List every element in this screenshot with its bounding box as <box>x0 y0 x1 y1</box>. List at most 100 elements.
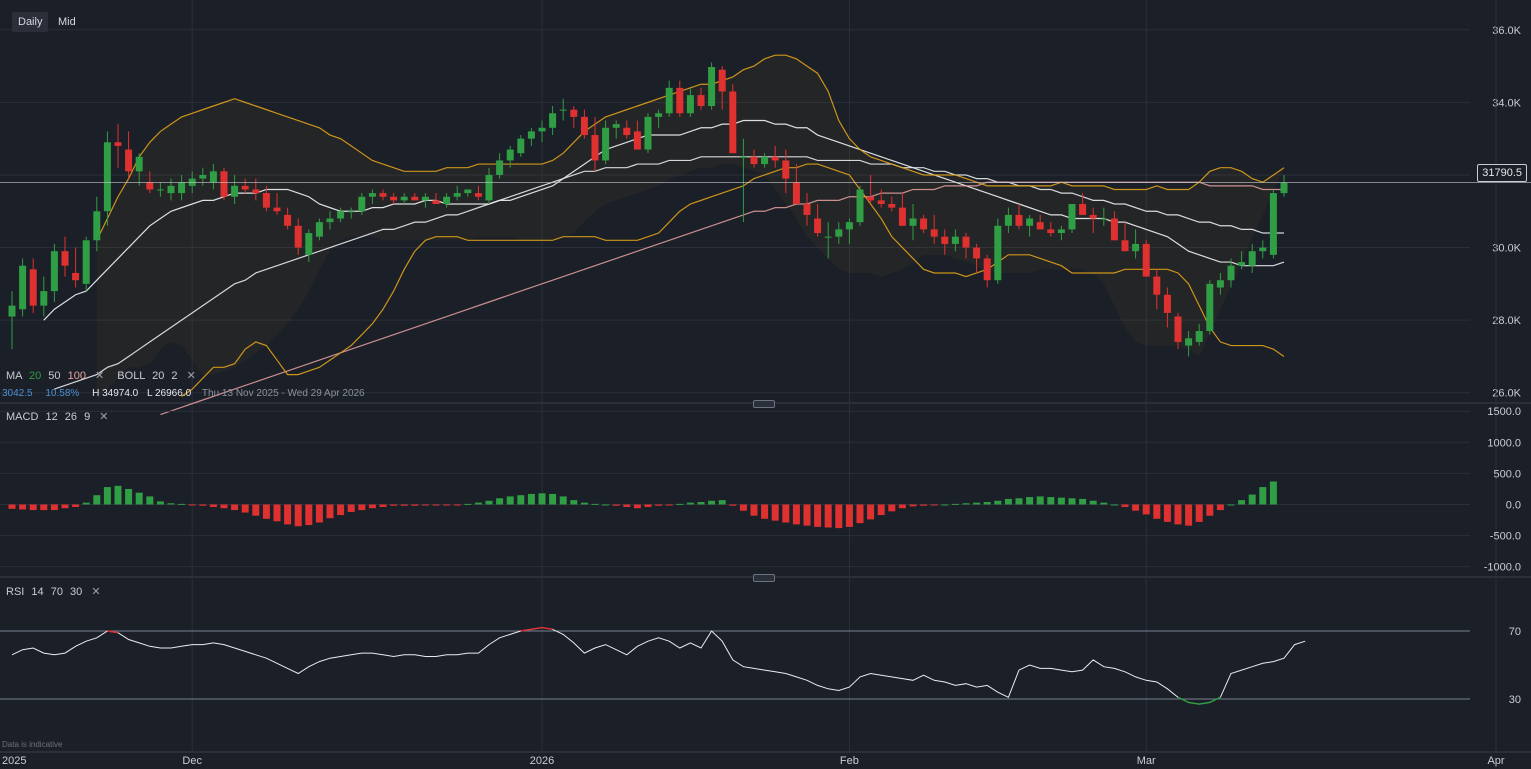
candle-up <box>845 222 853 230</box>
macd-hist-down <box>867 504 875 520</box>
time-tick-label: 2026 <box>530 755 554 767</box>
macd-hist-up <box>103 487 111 505</box>
macd-hist-down <box>337 504 345 516</box>
time-tick-label: Mar <box>1137 755 1156 767</box>
macd-hist-down <box>1216 504 1224 511</box>
macd-hist-down <box>252 504 260 516</box>
candle-up <box>951 236 959 244</box>
candle-up <box>739 156 747 158</box>
ma-label: MA <box>6 370 22 382</box>
boll-dev: 2 <box>171 370 178 382</box>
macd-hist-up <box>538 493 546 505</box>
macd-hist-up <box>156 501 164 505</box>
candle-down <box>983 258 991 281</box>
candle-down <box>1153 276 1161 295</box>
macd-hist-up <box>697 502 705 505</box>
macd-hist-down <box>644 504 652 507</box>
macd-hist-down <box>612 504 620 506</box>
macd-legend: MACD 12 26 9 ✕ <box>6 410 108 423</box>
rsi-label: RSI <box>6 586 25 598</box>
macd-hist-down <box>1121 504 1129 507</box>
macd-hist-up <box>951 503 959 505</box>
stat-change: 3042.5 <box>2 388 33 399</box>
candle-down <box>294 225 302 248</box>
rsi-oversold-segment <box>1209 696 1221 704</box>
rsi-overbought-segment <box>531 626 543 630</box>
candle-up <box>1206 283 1214 332</box>
candle-down <box>390 196 398 201</box>
macd-hist-up <box>1068 498 1076 505</box>
macd-hist-down <box>305 504 313 526</box>
candle-down <box>273 207 281 212</box>
candle-down <box>814 218 822 234</box>
candle-up <box>443 196 451 204</box>
ma-close-icon[interactable]: ✕ <box>95 370 105 382</box>
macd-hist-up <box>135 492 143 505</box>
macd-hist-up <box>676 503 684 505</box>
candle-down <box>792 182 800 204</box>
macd-hist-up <box>559 496 567 505</box>
candle-up <box>305 233 313 255</box>
macd-hist-up <box>1259 487 1267 505</box>
candle-up <box>1238 262 1246 266</box>
candle-up <box>199 174 207 179</box>
macd-tick-label: 0.0 <box>1506 499 1521 511</box>
candle-down <box>29 269 37 306</box>
candle-down <box>782 160 790 179</box>
macd-tick-label: -500.0 <box>1490 531 1521 543</box>
candle-up <box>464 189 472 194</box>
candle-up <box>517 138 525 154</box>
candle-down <box>1174 316 1182 342</box>
timeframe-button[interactable]: Daily <box>12 12 49 32</box>
macd-hist-up <box>686 502 694 505</box>
candle-up <box>19 265 27 310</box>
macd-hist-down <box>19 504 27 510</box>
macd-tick-label: 500.0 <box>1493 468 1521 480</box>
ma-50-value: 50 <box>48 370 61 382</box>
stat-pct: 10.58% <box>45 388 80 399</box>
candle-up <box>761 156 769 165</box>
candle-down <box>1047 229 1055 234</box>
macd-resize-handle[interactable] <box>753 400 775 408</box>
macd-hist-down <box>379 504 387 507</box>
candle-up <box>103 142 111 212</box>
price-tick-label: 36.0K <box>1492 25 1521 37</box>
price-type-button[interactable]: Mid <box>58 16 76 28</box>
macd-hist-up <box>718 500 726 505</box>
macd-hist-up <box>1269 481 1277 505</box>
candle-up <box>835 229 843 237</box>
macd-hist-down <box>898 504 906 509</box>
macd-hist-up <box>1015 498 1023 505</box>
candle-down <box>888 204 896 208</box>
price-tick-label: 28.0K <box>1492 315 1521 327</box>
candle-down <box>252 189 260 194</box>
macd-tick-label: 1000.0 <box>1487 437 1521 449</box>
macd-hist-up <box>1026 497 1034 505</box>
candle-up <box>1269 193 1277 255</box>
rsi-period: 14 <box>31 586 44 598</box>
candle-down <box>114 142 122 146</box>
macd-hist-down <box>262 504 270 519</box>
macd-hist-down <box>655 504 663 506</box>
macd-hist-down <box>326 504 334 519</box>
candle-down <box>284 214 292 226</box>
rsi-oversold-segment <box>1199 701 1210 705</box>
macd-close-icon[interactable]: ✕ <box>99 411 109 423</box>
candle-up <box>1004 214 1012 226</box>
rsi-ob-value: 70 <box>50 586 63 598</box>
overlay-legend: MA 20 50 100 ✕ BOLL 20 2 ✕ <box>6 369 196 382</box>
boll-close-icon[interactable]: ✕ <box>186 370 196 382</box>
macd-hist-down <box>390 504 398 506</box>
time-tick-label: Apr <box>1487 755 1504 767</box>
rsi-tick-label: 70 <box>1509 626 1521 638</box>
rsi-close-icon[interactable]: ✕ <box>91 586 101 598</box>
macd-hist-down <box>231 504 239 511</box>
candle-down <box>803 204 811 215</box>
bollinger-band-fill <box>96 55 1284 397</box>
macd-hist-down <box>877 504 885 516</box>
rsi-resize-handle[interactable] <box>753 574 775 582</box>
macd-hist-up <box>1227 504 1235 506</box>
candle-up <box>40 291 48 306</box>
candle-up <box>527 131 535 139</box>
